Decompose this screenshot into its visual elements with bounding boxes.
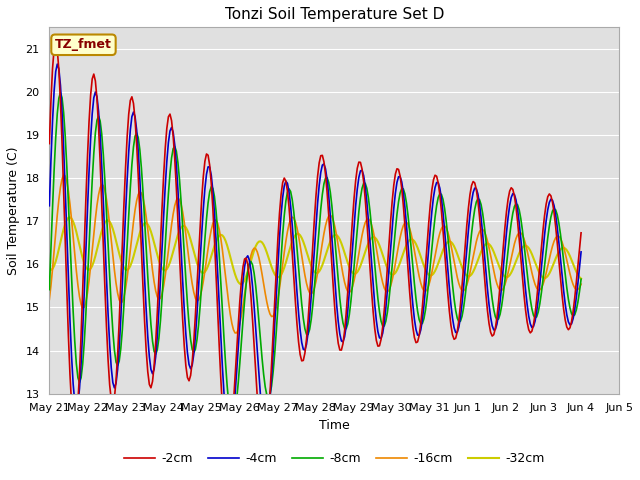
-32cm: [490, 249, 498, 255]
-2cm: [347, 240, 355, 246]
-4cm: [347, 267, 355, 273]
-4cm: [45, 203, 53, 209]
-4cm: [225, 432, 232, 437]
Line: -8cm: -8cm: [49, 93, 581, 420]
-8cm: [484, 252, 492, 258]
-4cm: [206, 164, 214, 170]
-16cm: [206, 236, 214, 241]
Text: TZ_fmet: TZ_fmet: [55, 38, 112, 51]
-32cm: [66, 215, 74, 220]
-32cm: [52, 259, 60, 264]
-2cm: [164, 114, 172, 120]
-32cm: [206, 258, 214, 264]
-8cm: [577, 276, 585, 282]
Title: Tonzi Soil Temperature Set D: Tonzi Soil Temperature Set D: [225, 7, 444, 22]
-16cm: [347, 288, 355, 294]
-32cm: [577, 276, 585, 281]
Line: -2cm: -2cm: [49, 42, 581, 451]
-2cm: [484, 308, 492, 313]
-32cm: [484, 240, 492, 246]
-4cm: [164, 140, 172, 145]
Legend: -2cm, -4cm, -8cm, -16cm, -32cm: -2cm, -4cm, -8cm, -16cm, -32cm: [119, 447, 550, 470]
X-axis label: Time: Time: [319, 419, 349, 432]
-16cm: [164, 248, 172, 253]
-8cm: [164, 191, 172, 197]
-2cm: [490, 332, 498, 337]
-16cm: [484, 238, 492, 244]
Line: -16cm: -16cm: [49, 175, 581, 333]
-32cm: [45, 266, 53, 272]
-8cm: [52, 135, 60, 141]
-4cm: [490, 327, 498, 333]
-4cm: [484, 286, 492, 291]
-4cm: [577, 249, 585, 255]
-32cm: [164, 264, 172, 269]
-2cm: [577, 230, 585, 236]
Line: -4cm: -4cm: [49, 64, 581, 434]
-2cm: [206, 162, 214, 168]
Y-axis label: Soil Temperature (C): Soil Temperature (C): [7, 146, 20, 275]
-16cm: [60, 172, 67, 178]
-4cm: [54, 61, 61, 67]
-8cm: [228, 417, 236, 423]
-8cm: [347, 298, 355, 304]
-8cm: [56, 90, 64, 96]
-16cm: [231, 330, 239, 336]
-32cm: [237, 281, 245, 287]
-8cm: [45, 287, 53, 292]
-2cm: [54, 47, 61, 53]
-16cm: [490, 268, 498, 274]
-16cm: [45, 297, 53, 302]
-32cm: [347, 267, 355, 273]
-16cm: [577, 281, 585, 287]
-2cm: [52, 39, 60, 45]
Line: -32cm: -32cm: [49, 217, 581, 284]
-16cm: [52, 229, 60, 235]
-8cm: [490, 307, 498, 312]
-8cm: [206, 189, 214, 195]
-2cm: [45, 141, 53, 146]
-4cm: [52, 69, 60, 74]
-2cm: [260, 448, 268, 454]
